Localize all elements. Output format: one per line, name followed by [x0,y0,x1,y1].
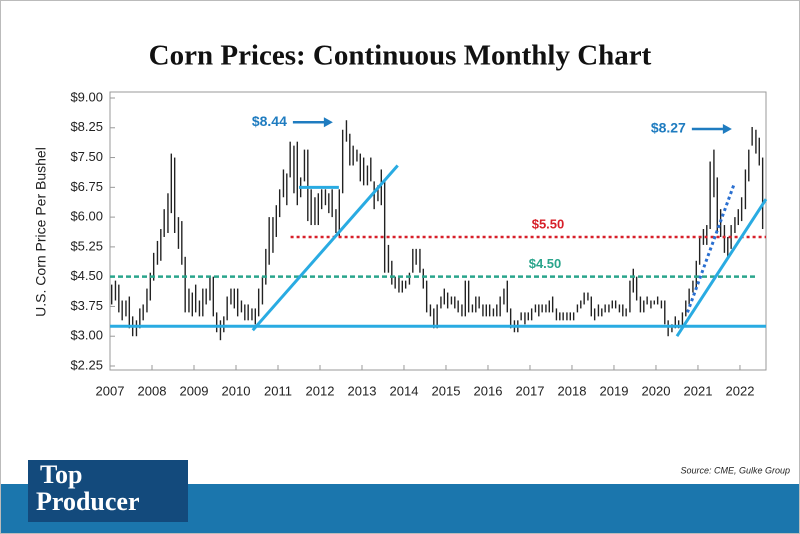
chart-title: Corn Prices: Continuous Monthly Chart [149,40,652,72]
logo-text: Top [40,460,82,489]
x-tick-label: 2016 [474,383,503,398]
y-tick-label: $7.50 [70,149,103,164]
plot-frame [109,91,767,371]
y-tick-label: $6.75 [70,179,103,194]
y-tick-label: $2.25 [70,357,103,372]
x-tick-label: 2008 [138,383,167,398]
peak-label: $8.44 [252,113,287,129]
x-tick-label: 2010 [222,383,251,398]
y-tick-label: $4.50 [70,268,103,283]
y-tick-label: $6.00 [70,209,103,224]
y-tick-label: $5.25 [70,238,103,253]
logo-box [28,460,188,522]
trend-line [686,184,736,313]
source: Source: CME, Gulke Group [680,465,790,475]
y-tick-label: $8.25 [70,119,103,134]
x-tick-label: 2011 [264,383,292,398]
y-axis-label: U.S. Corn Price Per Bushel [33,147,49,317]
trend-line [251,164,399,332]
x-tick-label: 2015 [432,383,461,398]
x-tick-label: 2020 [642,383,671,398]
x-tick-label: 2022 [726,383,755,398]
x-tick-label: 2012 [306,383,335,398]
x-tick-label: 2017 [516,383,545,398]
y-tick-label: $3.00 [70,328,103,343]
trend-line [675,198,768,338]
x-tick-label: 2007 [96,383,125,398]
level-label: $5.50 [532,216,565,231]
x-tick-label: 2021 [684,383,713,398]
y-tick-label: $3.75 [70,298,103,313]
logo-text: Producer [36,487,140,516]
level-label: $4.50 [529,256,562,271]
peak-arrowhead [323,117,333,128]
x-tick-label: 2009 [180,383,209,398]
x-tick-label: 2019 [600,383,629,398]
x-tick-label: 2018 [558,383,587,398]
peak-label: $8.27 [651,120,686,136]
x-tick-label: 2014 [390,383,419,398]
peak-arrowhead [722,123,732,134]
x-tick-label: 2013 [348,383,377,398]
y-tick-label: $9.00 [70,89,103,104]
